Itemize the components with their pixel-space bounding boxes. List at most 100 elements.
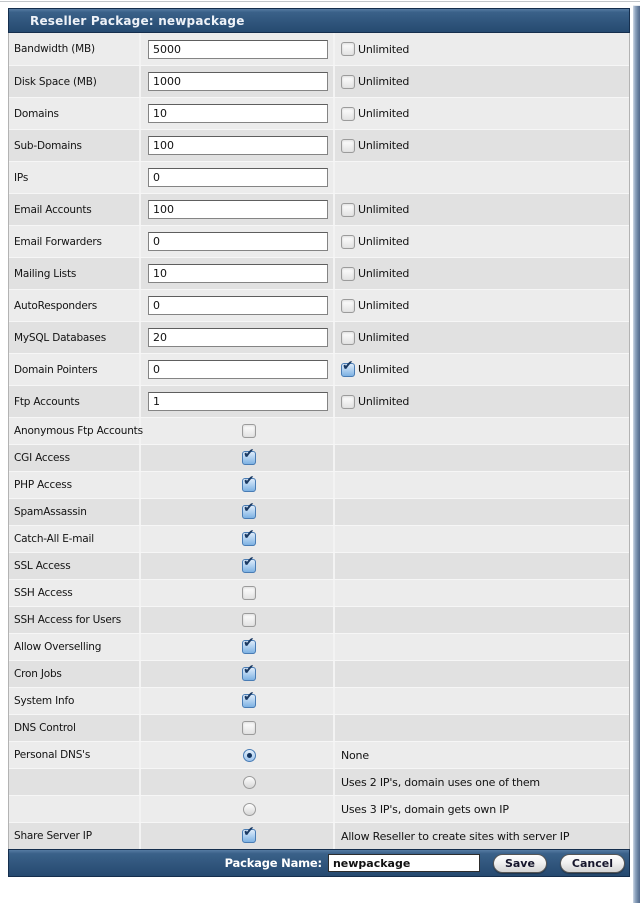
- row-control-cell: [141, 33, 335, 65]
- save-button[interactable]: Save: [492, 853, 547, 873]
- row-control-cell: [141, 823, 335, 849]
- row-value-input[interactable]: [148, 200, 328, 219]
- unlimited-checkbox[interactable]: [341, 298, 355, 313]
- row-extra-cell: Unlimited: [335, 290, 629, 321]
- row-extra-cell: Unlimited: [335, 130, 629, 161]
- row-control-cell: [141, 258, 335, 289]
- row-extra-cell: Unlimited: [335, 258, 629, 289]
- row-control-cell: [141, 634, 335, 660]
- row-value-input[interactable]: [148, 392, 328, 411]
- unlimited-checkbox[interactable]: [341, 106, 355, 121]
- row-extra-cell: [335, 553, 629, 579]
- row-control-cell: [141, 194, 335, 225]
- row-control-cell: [141, 607, 335, 633]
- row-extra-cell: None: [335, 742, 629, 768]
- radio-unselected[interactable]: [242, 775, 256, 789]
- panel-title-bar: Reseller Package: newpackage: [8, 8, 630, 33]
- row-value-input[interactable]: [148, 296, 328, 315]
- radio-unselected[interactable]: [242, 802, 256, 816]
- unlimited-label: Unlimited: [358, 139, 410, 152]
- row-extra-cell: Unlimited: [335, 322, 629, 353]
- checkbox-checked[interactable]: [242, 689, 256, 708]
- row-extra-cell: Unlimited: [335, 226, 629, 257]
- row-extra-cell: Allow Reseller to create sites with serv…: [335, 823, 629, 849]
- row-control-cell: [141, 386, 335, 417]
- table-row: Catch-All E-mail: [9, 525, 629, 552]
- unlimited-checkbox[interactable]: [341, 358, 355, 377]
- checkbox-unchecked[interactable]: [242, 424, 256, 438]
- table-row: Ftp Accounts Unlimited: [9, 385, 629, 417]
- table-row: Domains Unlimited: [9, 97, 629, 129]
- row-label: Email Forwarders: [9, 226, 141, 257]
- row-control-cell: [141, 472, 335, 498]
- unlimited-checkbox[interactable]: [341, 266, 355, 281]
- row-extra-cell: Uses 3 IP's, domain gets own IP: [335, 796, 629, 822]
- row-control-cell: [141, 688, 335, 714]
- table-row: CGI Access: [9, 444, 629, 471]
- checkbox-unchecked[interactable]: [242, 613, 256, 627]
- row-value-input[interactable]: [148, 328, 328, 347]
- checkbox-checked[interactable]: [242, 446, 256, 465]
- unlimited-checkbox[interactable]: [341, 234, 355, 249]
- radio-selected[interactable]: [242, 748, 256, 762]
- row-value-input[interactable]: [148, 264, 328, 283]
- row-control-cell: [141, 290, 335, 321]
- row-value-input[interactable]: [148, 168, 328, 187]
- checkbox-checked[interactable]: [242, 662, 256, 681]
- row-control-cell: [141, 526, 335, 552]
- row-value-input[interactable]: [148, 136, 328, 155]
- package-name-input[interactable]: [327, 854, 480, 872]
- row-value-input[interactable]: [148, 232, 328, 251]
- row-label: SSH Access: [9, 580, 141, 606]
- cancel-button[interactable]: Cancel: [559, 853, 625, 873]
- row-label: Share Server IP: [9, 823, 141, 849]
- table-row: SSH Access for Users: [9, 606, 629, 633]
- row-control-cell: [141, 445, 335, 471]
- unlimited-checkbox[interactable]: [341, 42, 355, 56]
- checkbox-checked[interactable]: [242, 473, 256, 492]
- row-label: Cron Jobs: [9, 661, 141, 687]
- row-value-input[interactable]: [148, 104, 328, 123]
- unlimited-checkbox[interactable]: [341, 330, 355, 345]
- checkbox-checked[interactable]: [242, 554, 256, 573]
- unlimited-label: Unlimited: [358, 42, 410, 56]
- row-label: DNS Control: [9, 715, 141, 741]
- checkbox-unchecked[interactable]: [242, 721, 256, 735]
- table-row: Cron Jobs: [9, 660, 629, 687]
- unlimited-label: Unlimited: [358, 107, 410, 120]
- row-label: IPs: [9, 162, 141, 193]
- table-row: SSL Access: [9, 552, 629, 579]
- checkbox-checked[interactable]: [242, 500, 256, 519]
- row-label: SSL Access: [9, 553, 141, 579]
- checkbox-checked[interactable]: [242, 635, 256, 654]
- row-extra-cell: Unlimited: [335, 386, 629, 417]
- row-control-cell: [141, 742, 335, 768]
- row-label: SSH Access for Users: [9, 607, 141, 633]
- row-extra-cell: [335, 607, 629, 633]
- unlimited-checkbox[interactable]: [341, 394, 355, 409]
- checkbox-checked[interactable]: [242, 824, 256, 843]
- checkbox-checked[interactable]: [242, 527, 256, 546]
- row-control-cell: [141, 66, 335, 97]
- unlimited-checkbox[interactable]: [341, 202, 355, 217]
- unlimited-checkbox[interactable]: [341, 74, 355, 89]
- row-value-input[interactable]: [148, 39, 328, 59]
- row-label: MySQL Databases: [9, 322, 141, 353]
- checkbox-unchecked[interactable]: [242, 586, 256, 600]
- table-row: MySQL Databases Unlimited: [9, 321, 629, 353]
- table-row: AutoResponders Unlimited: [9, 289, 629, 321]
- row-value-input[interactable]: [148, 360, 328, 379]
- unlimited-checkbox[interactable]: [341, 138, 355, 153]
- table-row: Domain Pointers Unlimited: [9, 353, 629, 385]
- row-control-cell: [141, 715, 335, 741]
- browser-chrome-divider: [0, 1, 640, 2]
- window-scrollbar-track[interactable]: [633, 5, 640, 903]
- row-control-cell: [141, 769, 335, 795]
- row-extra-cell: [335, 499, 629, 525]
- row-value-input[interactable]: [148, 72, 328, 91]
- row-caption: None: [341, 748, 369, 762]
- row-label: AutoResponders: [9, 290, 141, 321]
- row-label: Domain Pointers: [9, 354, 141, 385]
- row-extra-cell: Unlimited: [335, 354, 629, 385]
- row-label: System Info: [9, 688, 141, 714]
